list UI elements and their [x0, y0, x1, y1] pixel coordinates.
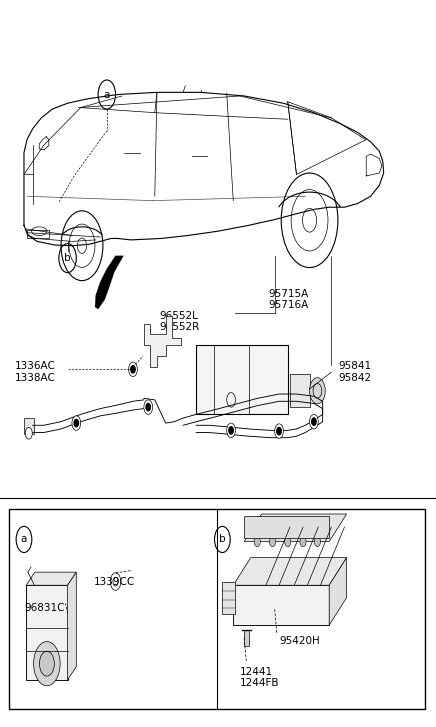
Text: 1336AC
1338AC: 1336AC 1338AC: [15, 361, 56, 383]
FancyBboxPatch shape: [233, 585, 329, 625]
Circle shape: [314, 537, 320, 547]
Circle shape: [310, 414, 318, 429]
Polygon shape: [95, 256, 123, 309]
Text: 96552L
96552R: 96552L 96552R: [159, 310, 199, 332]
Circle shape: [227, 423, 235, 438]
Circle shape: [275, 424, 283, 438]
Circle shape: [269, 537, 276, 547]
Circle shape: [300, 537, 306, 547]
Text: 95841
95842: 95841 95842: [338, 361, 371, 383]
Text: b: b: [219, 534, 226, 545]
Circle shape: [131, 366, 135, 373]
FancyBboxPatch shape: [290, 374, 310, 407]
Text: 95715A
95716A: 95715A 95716A: [268, 289, 308, 310]
Text: 1339CC: 1339CC: [94, 577, 135, 587]
Text: a: a: [21, 534, 27, 545]
FancyBboxPatch shape: [244, 516, 329, 538]
Polygon shape: [329, 558, 347, 625]
Circle shape: [277, 427, 281, 435]
Circle shape: [312, 418, 316, 425]
Polygon shape: [68, 572, 76, 680]
Circle shape: [110, 573, 121, 590]
Circle shape: [34, 641, 60, 686]
Polygon shape: [233, 558, 347, 585]
Polygon shape: [244, 514, 347, 542]
Circle shape: [39, 651, 54, 676]
Circle shape: [146, 327, 150, 334]
FancyBboxPatch shape: [157, 343, 164, 352]
FancyBboxPatch shape: [24, 418, 34, 434]
Text: 12441
1244FB: 12441 1244FB: [240, 667, 279, 688]
Polygon shape: [26, 572, 76, 585]
Text: a: a: [104, 89, 110, 100]
FancyBboxPatch shape: [196, 345, 288, 414]
Text: b: b: [64, 253, 71, 263]
FancyBboxPatch shape: [26, 585, 68, 680]
FancyBboxPatch shape: [244, 630, 249, 646]
Text: 96831C: 96831C: [24, 603, 65, 614]
FancyBboxPatch shape: [222, 582, 235, 614]
Circle shape: [285, 537, 291, 547]
Circle shape: [310, 378, 325, 404]
Polygon shape: [144, 316, 181, 367]
Circle shape: [25, 427, 32, 439]
Text: 95420H: 95420H: [279, 636, 320, 646]
Circle shape: [129, 362, 137, 377]
Circle shape: [254, 537, 260, 547]
Circle shape: [167, 325, 171, 332]
Circle shape: [72, 416, 81, 430]
Circle shape: [144, 400, 153, 414]
Circle shape: [74, 419, 78, 427]
Circle shape: [146, 403, 150, 411]
Circle shape: [229, 427, 233, 434]
